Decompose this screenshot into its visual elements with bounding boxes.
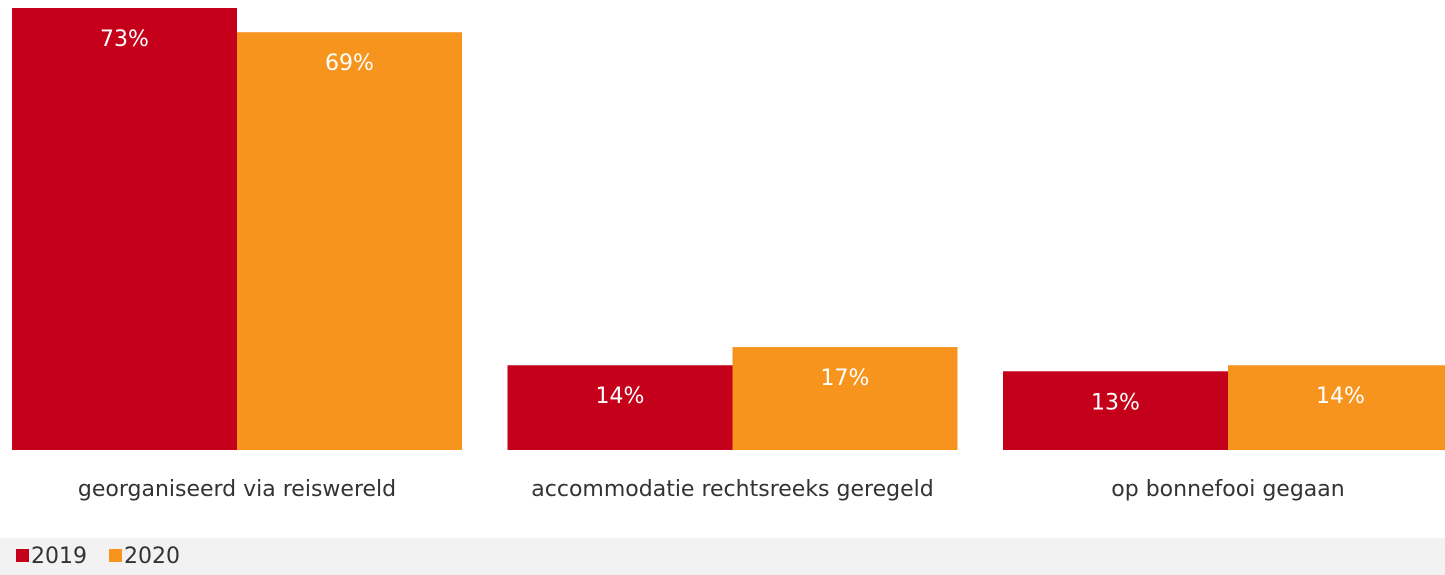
bar (237, 32, 462, 450)
legend-swatch (16, 549, 29, 562)
bar (1003, 371, 1228, 450)
x-tick-label: georganiseerd via reiswereld (78, 477, 396, 502)
bar (507, 365, 733, 450)
value-label: 14% (596, 384, 645, 409)
legend-label: 2019 (31, 544, 87, 569)
value-label: 73% (100, 27, 149, 52)
value-label: 17% (821, 366, 870, 391)
legend-band (0, 538, 1445, 575)
value-label: 69% (325, 51, 374, 76)
legend-label: 2020 (124, 544, 180, 569)
value-label: 14% (1316, 384, 1365, 409)
bar (1228, 365, 1445, 450)
bar (732, 347, 958, 450)
legend-swatch (109, 549, 122, 562)
bar (12, 8, 237, 450)
x-tick-label: accommodatie rechtsreeks geregeld (531, 477, 933, 502)
value-label: 13% (1091, 390, 1140, 415)
x-tick-label: op bonnefooi gegaan (1111, 477, 1344, 502)
